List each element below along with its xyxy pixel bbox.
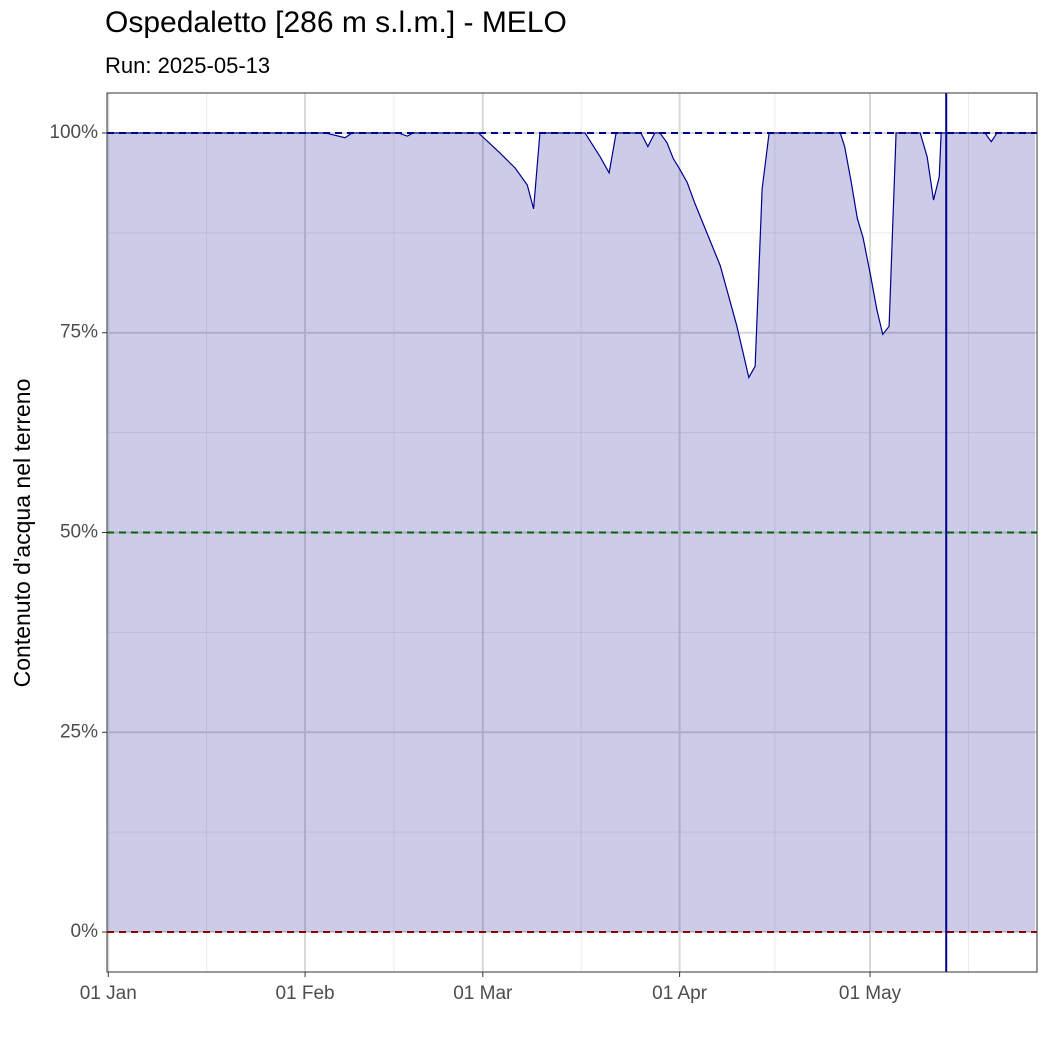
chart-subtitle: Run: 2025-05-13: [105, 53, 270, 78]
x-tick-label: 01 Mar: [453, 983, 513, 1004]
x-tick-label: 01 Jan: [80, 983, 137, 1004]
x-tick-label: 01 May: [839, 983, 902, 1004]
line: [108, 132, 1036, 380]
y-tick-label: 0%: [71, 921, 99, 942]
chart-title: Ospedaletto [286 m s.l.m.] - MELO: [105, 6, 567, 39]
y-axis-label: Contenuto d'acqua nel terreno: [9, 379, 35, 688]
y-tick-label: 50%: [60, 522, 98, 543]
panel-border: [106, 92, 1038, 973]
y-tick-label: 25%: [60, 721, 98, 742]
plot-panel: 0% 25% 50% 75% 100% 01 Jan 01 Feb 01 Mar 01 Apr 0…: [49, 92, 1038, 1004]
y-tick-label: 100%: [49, 122, 98, 143]
x-tick-label: 01 Feb: [275, 983, 334, 1004]
y-tick-label: 75%: [60, 322, 98, 343]
area: [108, 132, 1036, 933]
x-tick-label: 01 Apr: [652, 983, 708, 1004]
